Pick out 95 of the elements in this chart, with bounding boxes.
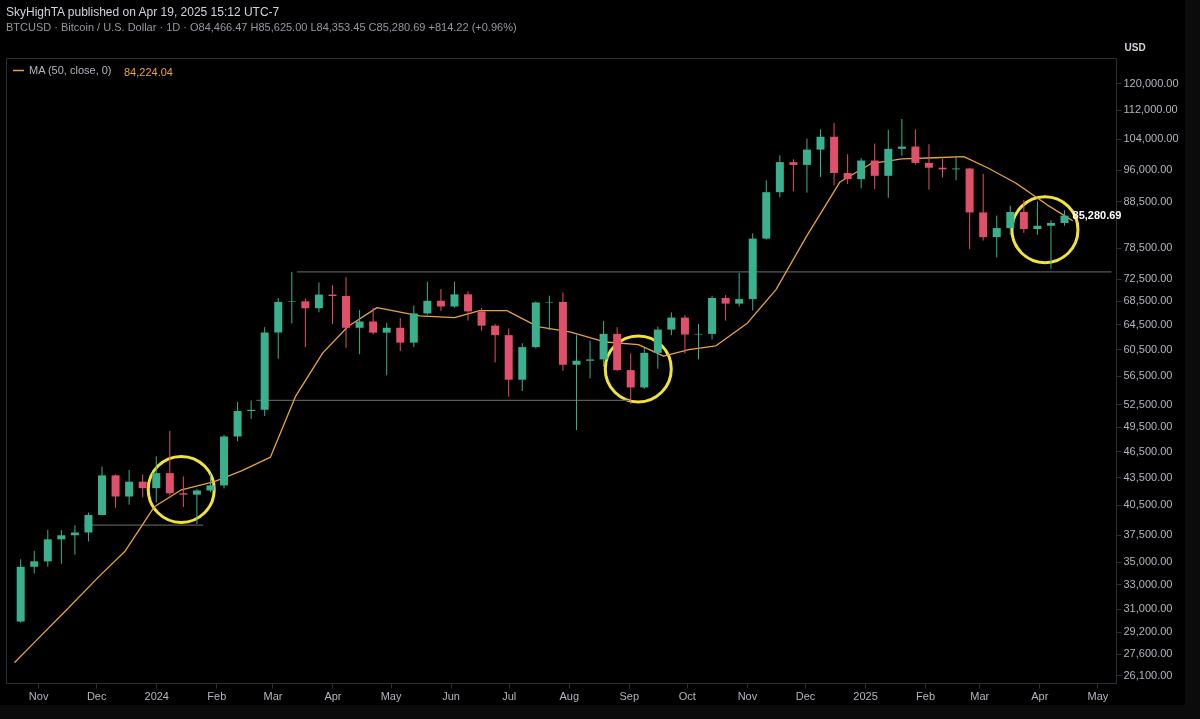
candlestick	[477, 307, 486, 332]
candlestick	[992, 215, 1001, 258]
x-tick-label: Nov	[737, 689, 758, 702]
x-tick-label: Oct	[678, 689, 696, 702]
y-axis-title: USD	[1124, 41, 1146, 53]
candlestick	[43, 529, 52, 568]
candlestick	[802, 138, 811, 194]
candlestick	[843, 153, 852, 185]
candlestick	[911, 128, 920, 165]
y-tick-label: 33,000.00	[1123, 577, 1173, 590]
y-tick-label: 46,500.00	[1123, 444, 1173, 457]
candlestick	[179, 475, 188, 508]
candlestick	[626, 353, 635, 405]
candlestick	[192, 488, 201, 525]
x-tick-label: Apr	[1031, 689, 1049, 702]
candlestick	[111, 473, 120, 509]
y-tick-label: 104,000.00	[1123, 132, 1179, 145]
y-tick-label: 35,000.00	[1123, 555, 1173, 568]
y-tick-label: 27,600.00	[1123, 647, 1173, 660]
x-tick-label: 2024	[144, 689, 169, 702]
y-tick-label: 43,500.00	[1123, 470, 1173, 483]
x-tick-label: Jun	[442, 689, 460, 702]
candlestick	[1019, 199, 1028, 234]
line-series	[14, 155, 1073, 663]
candlestick	[572, 334, 581, 431]
candlestick	[382, 322, 391, 376]
candlestick	[57, 529, 66, 565]
x-tick-label: Mar	[263, 689, 283, 702]
y-tick-label: 56,500.00	[1123, 369, 1173, 382]
candlestick	[680, 314, 689, 355]
y-tick-label: 40,500.00	[1123, 498, 1173, 511]
y-tick-label: 112,000.00	[1123, 103, 1178, 116]
x-tick-label: Aug	[559, 689, 580, 702]
annotation: 84,224.04	[124, 66, 173, 78]
y-tick-label: 72,500.00	[1123, 272, 1173, 285]
y-tick-label: 88,500.00	[1123, 194, 1173, 207]
candlestick	[369, 307, 378, 336]
candlestick	[1006, 205, 1015, 236]
candlestick	[735, 272, 744, 307]
x-tick-label: 2025	[853, 689, 878, 702]
y-tick-label: 31,000.00	[1123, 602, 1173, 615]
y-tick-label: 49,500.00	[1123, 420, 1173, 433]
y-tick-label: 68,500.00	[1123, 294, 1173, 307]
x-tick-label: Mar	[970, 689, 990, 702]
candlestick	[206, 473, 215, 493]
y-tick-label: 120,000.00	[1123, 76, 1179, 89]
x-tick-label: Jul	[502, 689, 517, 702]
legend-label: MA (50, close, 0)	[29, 63, 112, 76]
candlestick	[653, 326, 662, 370]
candlestick	[287, 271, 296, 325]
y-tick-label: 26,100.00	[1123, 668, 1173, 681]
candlestick	[125, 469, 134, 506]
candlestick	[586, 340, 595, 379]
candlestick	[1046, 219, 1055, 270]
x-tick-label: May	[380, 689, 402, 702]
candlestick	[70, 524, 79, 556]
x-tick-label: Dec	[795, 689, 816, 702]
candlestick	[1033, 200, 1042, 236]
candlestick	[152, 455, 161, 503]
candlestick	[138, 473, 147, 498]
candlestick	[450, 281, 459, 309]
candlestick	[667, 311, 676, 336]
x-tick-label: Apr	[324, 689, 342, 702]
y-tick-label: 29,200.00	[1123, 625, 1173, 638]
x-tick-label: Feb	[207, 689, 227, 702]
x-tick-label: Feb	[916, 689, 936, 702]
x-tick-label: Dec	[86, 689, 107, 702]
x-tick-label: Sep	[619, 689, 640, 702]
y-tick-label: 52,500.00	[1123, 397, 1173, 410]
candlestick	[423, 281, 432, 316]
y-tick-label: 64,500.00	[1123, 317, 1173, 330]
candlestick	[84, 512, 93, 542]
y-tick-label: 96,000.00	[1123, 163, 1173, 176]
y-tick-label: 37,500.00	[1123, 528, 1173, 541]
candlestick	[464, 290, 473, 322]
candlestick	[721, 294, 730, 322]
candlestick	[165, 430, 174, 496]
chart-subtitle: BTCUSD · Bitcoin / U.S. Dollar · 1D · O84,466.47 H85,625.00 L84,353.45 C85,280.69 +814.22 (+0.96%)	[6, 21, 517, 33]
candlestick	[396, 317, 405, 352]
x-tick-label: May	[1087, 689, 1109, 702]
chart-title: SkyHighTA published on Apr 19, 2025 15:12 UTC-7	[6, 5, 280, 19]
candlestick	[491, 323, 500, 363]
y-tick-label: 78,500.00	[1123, 241, 1173, 254]
y-tick-label: 60,500.00	[1123, 342, 1173, 355]
candlestick	[30, 550, 39, 574]
candlestick	[314, 282, 323, 313]
candlestick	[355, 309, 364, 355]
candlestick	[924, 143, 933, 191]
candlestick	[816, 128, 825, 178]
x-tick-label: Nov	[28, 689, 49, 702]
candlestick	[789, 158, 798, 192]
candlestick	[870, 143, 879, 190]
candlestick	[857, 157, 866, 189]
candlestick	[694, 323, 703, 360]
candlestick	[301, 298, 310, 348]
